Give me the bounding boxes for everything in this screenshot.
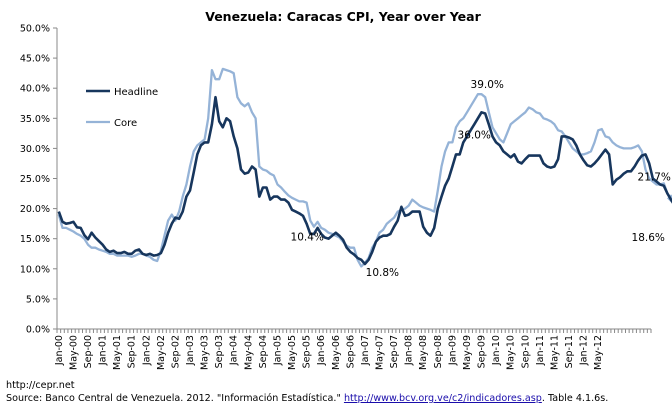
- x-tick-label: May-10: [506, 335, 517, 370]
- annotation-label: 10.4%: [291, 231, 324, 243]
- x-tick-label: Jan-00: [54, 335, 65, 366]
- annotation-label: 18.6%: [632, 232, 665, 244]
- x-tick-label: Jan-08: [404, 335, 415, 366]
- series-line-core: [57, 67, 672, 268]
- x-tick-label: May-07: [375, 335, 386, 370]
- x-tick-label: Sep-04: [258, 335, 269, 368]
- y-tick-label: 10.0%: [20, 264, 50, 275]
- y-tick-label: 45.0%: [20, 54, 50, 65]
- x-tick-label: Sep-09: [477, 335, 488, 368]
- x-axis: Jan-00 May-00 Sep-00 Jan-01 May-01 Sep-01 Jan-…: [54, 328, 652, 370]
- x-tick-label: May-03: [200, 335, 211, 370]
- y-axis: 0.0% 5.0% 10.0% 15.0% 20.0% 25.0% 30.0% 35.0% 40…: [20, 24, 58, 336]
- source-suffix: . Table 4.1.6s.: [541, 393, 609, 404]
- x-tick-label: Jan-09: [447, 335, 458, 366]
- x-tick-label: Jan-10: [491, 335, 502, 366]
- x-tick-label: May-09: [462, 335, 473, 370]
- x-tick-label: May-12: [593, 335, 604, 370]
- footer-source: Source: Banco Central de Venezuela. 2012…: [6, 393, 608, 405]
- x-tick-label: Sep-07: [389, 335, 400, 368]
- annotation-label: 10.8%: [366, 267, 399, 279]
- x-tick-label: Jan-06: [316, 335, 327, 366]
- cpi-line-chart: Venezuela: Caracas CPI, Year over Year 0…: [20, 9, 672, 370]
- x-tick-label: Jan-12: [579, 335, 590, 366]
- x-tick-label: Sep-01: [127, 335, 138, 368]
- x-tick-label: Jan-03: [185, 335, 196, 366]
- x-tick-label: Sep-05: [302, 335, 313, 368]
- annotation-label: 39.0%: [471, 79, 504, 91]
- source-link[interactable]: http://www.bcv.org.ve/c2/indicadores.asp: [343, 393, 542, 404]
- legend: Headline Core: [86, 87, 158, 129]
- chart-title: Venezuela: Caracas CPI, Year over Year: [205, 9, 481, 24]
- x-tick-label: May-05: [287, 335, 298, 370]
- y-tick-label: 15.0%: [20, 234, 50, 245]
- x-tick-label: Jan-04: [229, 335, 240, 366]
- annotations: 10.4% 10.8% 39.0% 36.0% 21.7% 18.6%: [291, 79, 671, 279]
- y-tick-label: 0.0%: [26, 325, 50, 336]
- x-tick-label: May-00: [68, 335, 79, 370]
- y-tick-label: 5.0%: [26, 294, 50, 305]
- x-tick-label: May-11: [549, 335, 560, 370]
- y-tick-label: 20.0%: [20, 204, 50, 215]
- x-tick-label: Sep-03: [214, 335, 225, 368]
- annotation-label: 36.0%: [458, 129, 491, 141]
- x-tick-label: May-08: [418, 335, 429, 370]
- legend-label-headline: Headline: [114, 87, 158, 98]
- x-tick-label: Sep-02: [170, 335, 181, 368]
- footer-url: http://cepr.net: [6, 380, 75, 391]
- x-tick-label: Sep-00: [83, 335, 94, 368]
- y-tick-label: 30.0%: [20, 144, 50, 155]
- x-tick-label: Sep-10: [520, 335, 531, 368]
- y-tick-label: 35.0%: [20, 114, 50, 125]
- x-tick-label: May-04: [243, 335, 254, 370]
- source-prefix: Source: Banco Central de Venezuela. 2012…: [6, 393, 344, 404]
- x-tick-label: Jan-05: [272, 335, 283, 366]
- annotation-label: 21.7%: [638, 171, 671, 183]
- series-line-headline: [57, 95, 672, 266]
- x-tick-label: May-02: [156, 335, 167, 370]
- x-tick-label: Jan-07: [360, 335, 371, 366]
- x-tick-label: Sep-06: [345, 335, 356, 368]
- plot-lines: [57, 67, 672, 268]
- x-tick-label: Sep-11: [564, 335, 575, 368]
- x-tick-label: Jan-02: [141, 335, 152, 366]
- x-tick-label: Jan-01: [98, 335, 109, 366]
- x-tick-label: Sep-08: [433, 335, 444, 368]
- y-tick-label: 25.0%: [20, 174, 50, 185]
- x-tick-label: May-06: [331, 335, 342, 370]
- y-tick-label: 50.0%: [20, 24, 50, 35]
- legend-label-core: Core: [114, 118, 137, 129]
- x-tick-label: Jan-11: [535, 335, 546, 366]
- x-tick-label: May-01: [112, 335, 123, 370]
- y-tick-label: 40.0%: [20, 84, 50, 95]
